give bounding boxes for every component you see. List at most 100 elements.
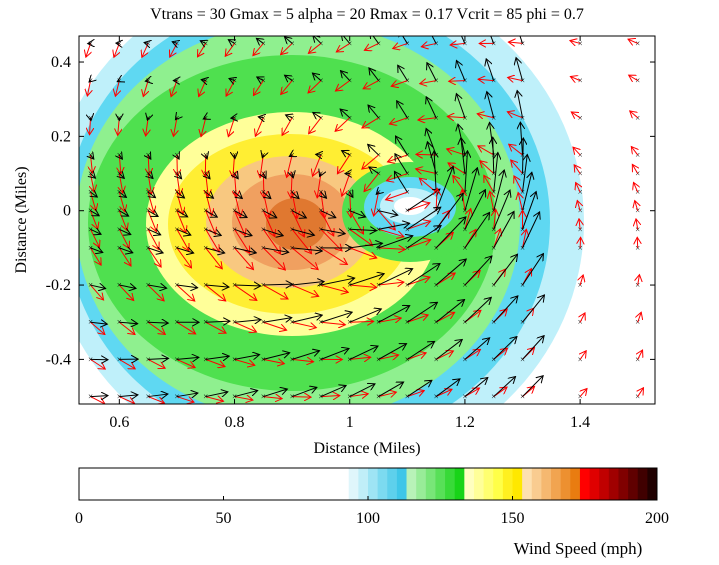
wind-arrow-black (493, 190, 510, 230)
wind-arrow-black (263, 284, 292, 285)
wind-arrow-red (320, 322, 345, 324)
wind-arrow-black (119, 229, 130, 234)
colorbar-cell (560, 468, 571, 500)
colorbar-cell (271, 468, 282, 500)
wind-arrow-red (173, 117, 176, 137)
wind-arrow-red (119, 321, 135, 334)
wind-arrow-black (312, 73, 322, 81)
wind-arrow-black (291, 387, 317, 398)
wind-arrow-black (292, 282, 324, 285)
colorbar-cell (483, 468, 494, 500)
wind-arrow-red (518, 192, 522, 211)
wind-arrow-red (320, 247, 347, 265)
wind-arrow-red (511, 160, 523, 174)
wind-arrow-black (91, 192, 98, 197)
colorbar-cell (608, 468, 619, 500)
plot-frame (78, 35, 656, 405)
wind-arrow-black (378, 211, 398, 215)
wind-arrow-black (256, 38, 263, 43)
wind-arrow-black (490, 36, 495, 44)
colorbar-tick-label: 0 (75, 510, 83, 527)
wind-arrow-black (257, 77, 264, 81)
wind-arrow-red (630, 111, 639, 118)
wind-arrow-red (478, 79, 494, 80)
wind-arrow-red (378, 228, 404, 236)
wind-arrow-black (378, 223, 410, 230)
wind-arrow-red (205, 358, 225, 366)
colorbar-label: Wind Speed (mph) (514, 539, 643, 558)
wind-arrow-black (91, 118, 92, 121)
wind-arrow-black (464, 212, 490, 249)
wind-arrow-red (205, 321, 226, 333)
wind-arrow-red (494, 209, 496, 230)
wind-arrow-black (228, 40, 234, 44)
wind-arrow-red (263, 284, 288, 299)
wind-arrow-red (570, 41, 581, 44)
colorbar-cell (156, 468, 167, 500)
colorbar-cell (512, 468, 523, 500)
wind-arrow-red (262, 247, 285, 270)
wind-arrow-black (407, 380, 432, 397)
wind-arrow-red (450, 43, 465, 45)
wind-arrow-red (638, 312, 642, 323)
wind-arrow-black (396, 136, 408, 156)
colorbar-tick-label: 150 (501, 510, 525, 527)
colorbar-ticks: 0 50 100 150 200 (75, 496, 669, 527)
wind-arrow-red (336, 43, 350, 52)
wind-arrow-black (321, 192, 327, 198)
wind-arrow-black (522, 254, 544, 286)
wind-arrow-red (234, 397, 253, 400)
wind-arrow-red (509, 144, 523, 156)
x-tick-label: 1 (346, 414, 354, 431)
wind-arrow-black (435, 217, 466, 249)
wind-arrow-black (395, 154, 408, 174)
wind-arrow-red (119, 396, 134, 404)
wind-arrow-black (435, 193, 463, 230)
wind-arrow-black (177, 192, 185, 198)
wind-arrow-black (427, 63, 437, 81)
wind-arrow-red (349, 357, 371, 359)
wind-arrow-black (176, 285, 198, 288)
wind-arrow-red (362, 154, 379, 169)
wind-arrow-black (407, 207, 440, 230)
wind-arrow-red (147, 284, 164, 301)
colorbar-tick-label: 50 (216, 510, 232, 527)
wind-arrow-red (317, 173, 321, 198)
wind-arrow-red (632, 164, 637, 174)
wind-arrow-red (378, 282, 404, 285)
wind-arrow-black (89, 81, 90, 82)
wind-arrow-red (234, 321, 257, 332)
wind-arrow-black (519, 36, 523, 44)
wind-arrow-red (577, 200, 580, 211)
wind-arrow-black (234, 285, 261, 286)
wind-arrow-red (147, 229, 159, 249)
wind-arrow-black (90, 229, 102, 234)
wind-arrow-red (335, 80, 351, 91)
wind-arrow-red (407, 391, 424, 398)
wind-arrow-red (420, 81, 437, 84)
wind-arrow-black (340, 109, 351, 119)
wind-arrow-red (571, 112, 581, 118)
wind-arrow-red (573, 147, 580, 156)
wind-arrow-black (350, 192, 353, 197)
wind-arrow-black (203, 118, 205, 119)
wind-arrow-black (263, 318, 291, 323)
wind-arrow-red (349, 247, 377, 258)
wind-arrow-black (517, 91, 524, 118)
wind-arrow-red (447, 149, 466, 156)
wind-arrow-black (407, 341, 434, 360)
y-tick-label: -0.2 (46, 277, 71, 294)
wind-arrow-red (407, 315, 428, 323)
wind-arrow-black (349, 210, 366, 217)
wind-arrow-black (349, 229, 377, 230)
wind-arrow-red (580, 351, 586, 360)
wind-arrow-black (148, 358, 168, 359)
wind-arrow-red (378, 318, 402, 322)
wind-arrow-red (374, 192, 380, 216)
wind-arrow-black (522, 212, 540, 249)
wind-arrow-black (494, 152, 498, 193)
wind-arrow-red (147, 247, 161, 267)
wind-arrow-black (234, 247, 257, 253)
wind-arrow-black (205, 248, 225, 253)
wind-arrow-black (148, 394, 168, 397)
